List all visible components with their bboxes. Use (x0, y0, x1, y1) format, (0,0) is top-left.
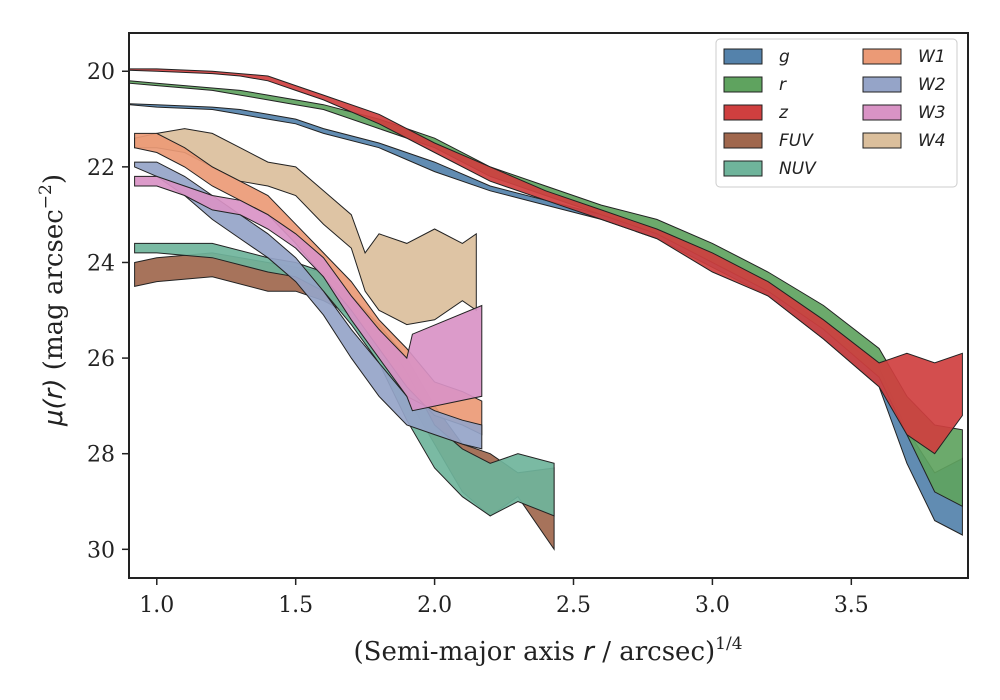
legend-label-g: g (779, 47, 790, 67)
legend-swatch-z (723, 104, 763, 121)
y-tick-label: 30 (87, 538, 115, 563)
y-axis-ticks: 20 22 24 26 28 30 (87, 60, 129, 563)
y-tick-label: 22 (87, 156, 115, 181)
x-axis-label: (Semi-major axis r / arcsec)1/4 (353, 634, 742, 667)
y-axis-label: μ(r) (mag arcsec−2) (36, 174, 69, 427)
legend-label-w4: W4 (918, 131, 946, 151)
x-tick-label: 3.0 (695, 593, 730, 618)
legend-box (715, 38, 958, 188)
legend-swatch-nuv (723, 160, 763, 177)
legend-swatch-w4 (862, 132, 902, 149)
legend-label-fuv: FUV (779, 131, 814, 151)
plot-frame (128, 32, 969, 579)
legend-label-z: z (778, 103, 789, 123)
y-tick-label: 26 (87, 347, 115, 372)
legend-swatch-w3 (862, 104, 902, 121)
legend-swatch-g (723, 48, 763, 65)
y-tick-label: 20 (87, 60, 115, 85)
x-tick-label: 1.0 (139, 593, 174, 618)
legend-label-nuv: NUV (779, 159, 817, 179)
band-w3 (134, 175, 483, 412)
y-tick-label: 24 (87, 251, 115, 276)
legend-label-r: r (779, 75, 787, 95)
x-tick-label: 2.0 (417, 593, 452, 618)
legend-swatch-w2 (862, 76, 902, 93)
x-tick-label: 3.5 (834, 593, 869, 618)
band-z (128, 68, 963, 455)
legend-label-w3: W3 (918, 103, 946, 123)
y-tick-label: 28 (87, 443, 115, 468)
legend-swatch-w1 (862, 48, 902, 65)
x-axis-ticks: 1.0 1.5 2.0 2.5 3.0 3.5 (139, 578, 869, 618)
x-tick-label: 1.5 (278, 593, 313, 618)
bands-layer (128, 68, 963, 551)
band-g (128, 103, 963, 536)
legend-label-w2: W2 (918, 75, 946, 95)
x-tick-label: 2.5 (556, 593, 591, 618)
legend-swatch-r (723, 76, 763, 93)
legend: grz FUV NUV W1 W2 W3 W4 (715, 38, 958, 188)
legend-label-w1: W1 (918, 47, 946, 67)
legend-swatch-fuv (723, 132, 763, 149)
band-w2 (134, 161, 483, 450)
band-nuv (134, 242, 555, 517)
